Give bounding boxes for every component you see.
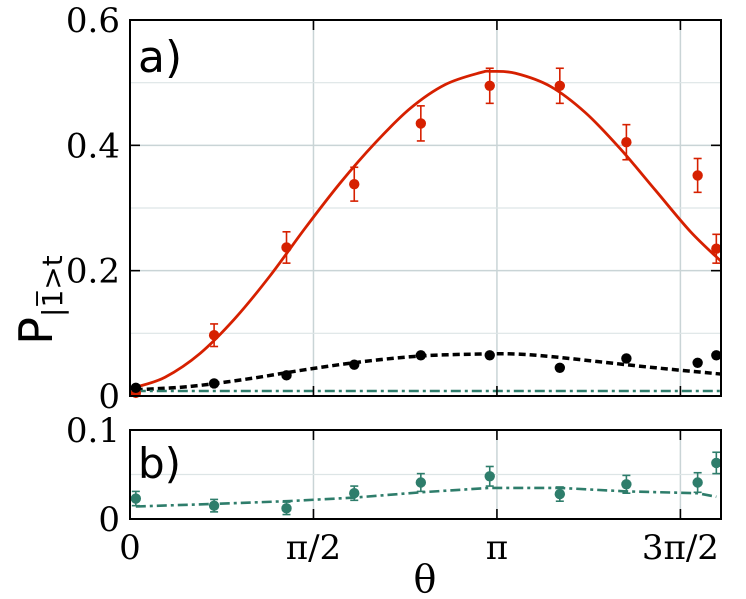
data-point [208, 500, 220, 511]
panel-label: b) [138, 439, 181, 488]
data-point [415, 477, 427, 488]
shared-labels: P|1̅>t θ [9, 255, 436, 599]
series-solid-line-1 [135, 69, 722, 389]
y-tick-label: 0.6 [66, 1, 120, 41]
x-tick-label: π [486, 528, 508, 568]
data-point [130, 382, 142, 394]
panel-a: 0 0.2 0.4 0.6 a) [66, 1, 722, 417]
data-point [711, 350, 722, 361]
data-point [208, 330, 220, 341]
series-dashed-line-3 [135, 351, 722, 392]
data-point [711, 243, 722, 254]
y-tick-label: 0.4 [66, 126, 120, 166]
data-point [349, 178, 360, 190]
data-point [484, 80, 495, 92]
data-point [554, 80, 566, 92]
y-tick-label: 0 [98, 500, 120, 540]
data-point [484, 471, 495, 482]
data-point [349, 487, 360, 499]
plot-frame [129, 19, 722, 397]
data-point [281, 242, 292, 253]
y-tick-label: 0.2 [66, 252, 120, 292]
y-axis-label: P|1̅>t [9, 255, 69, 344]
panel-label: a) [138, 32, 182, 83]
data-point [711, 457, 722, 469]
data-point [554, 488, 566, 500]
plot-frame [129, 429, 722, 520]
data-point [415, 350, 427, 361]
panel-b: 0 0.1 0 π/2 π 3π/2 b) [66, 411, 722, 568]
data-point [692, 477, 703, 488]
data-point [621, 137, 632, 148]
x-tick-label: 3π/2 [642, 528, 719, 568]
data-point [208, 378, 220, 389]
data-point [554, 362, 566, 373]
data-point [692, 357, 703, 368]
data-point [621, 353, 632, 364]
data-point [281, 370, 292, 381]
data-point [692, 170, 703, 181]
x-tick-label: 0 [119, 528, 141, 568]
data-point [415, 118, 427, 129]
data-point [281, 503, 292, 514]
x-axis-label: θ [414, 557, 437, 599]
data-point [349, 359, 360, 370]
data-point [130, 493, 142, 504]
y-tick-label: 0.1 [66, 411, 120, 451]
series-dash-dot-line-1 [135, 486, 717, 508]
data-point [484, 350, 495, 361]
data-point [621, 479, 632, 490]
y-tick-label: 0 [98, 377, 120, 417]
x-tick-label: π/2 [286, 528, 341, 568]
